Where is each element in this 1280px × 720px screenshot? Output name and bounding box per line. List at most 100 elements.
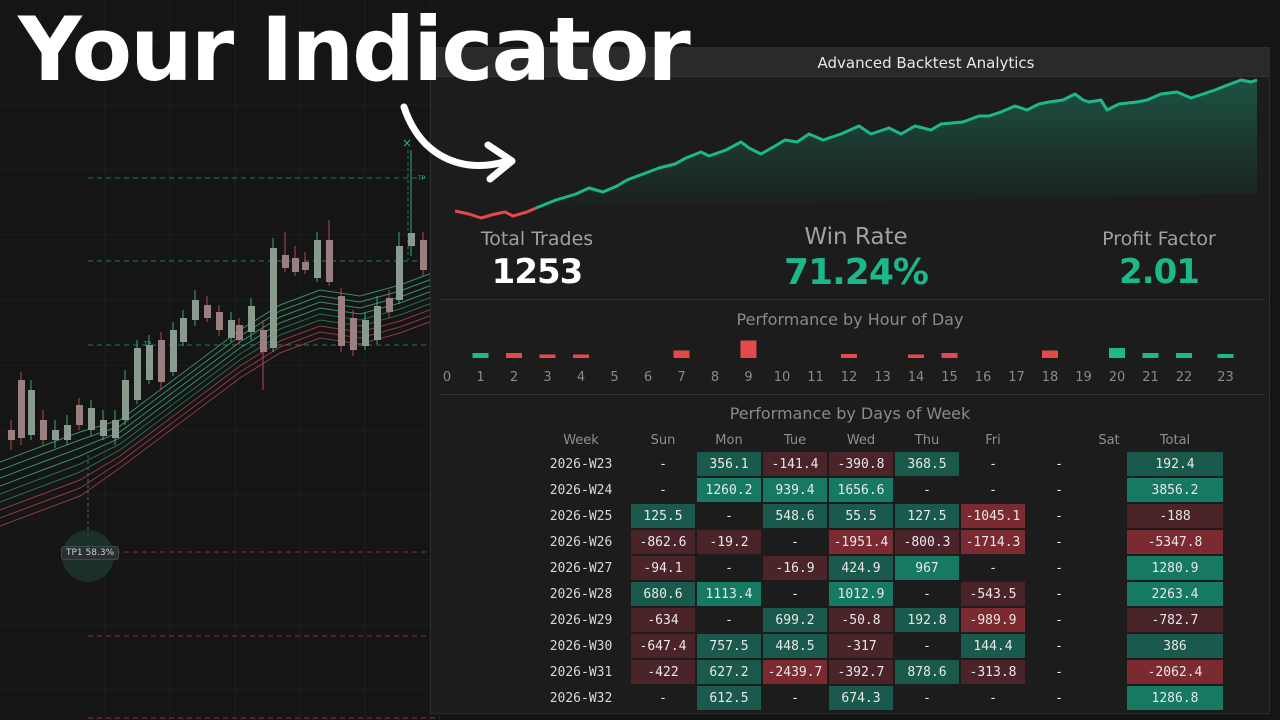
table-cell: - — [1055, 456, 1063, 472]
week-label: 2026-W28 — [549, 586, 613, 602]
week-performance-table: Week Sun Mon Tue Wed Thu Fri Sat Total 2026-W23 -… — [531, 428, 1225, 712]
equity-line-negative — [454, 206, 537, 220]
hour-tick-label: 1 — [476, 370, 485, 385]
week-label: 2026-W25 — [549, 508, 613, 524]
week-label: 2026-W24 — [549, 482, 613, 498]
hour-bar — [1176, 353, 1192, 358]
table-cell: 674.3 — [829, 686, 893, 710]
table-cell: - — [1055, 508, 1063, 524]
table-cell: 125.5 — [631, 504, 695, 528]
candle-body — [52, 430, 59, 440]
week-label: 2026-W26 — [549, 534, 613, 550]
hour-tick-label: 22 — [1175, 370, 1193, 385]
stat-profit-factor: Profit Factor 2.01 — [1079, 228, 1239, 292]
table-cell: 356.1 — [697, 452, 761, 476]
backtest-panel: Advanced Backtest Analytics Total Trades… — [430, 47, 1270, 714]
table-cell: -862.6 — [631, 530, 695, 554]
candle-body — [134, 348, 141, 400]
candle-body — [40, 420, 47, 440]
stat-value: 2.01 — [1119, 252, 1200, 292]
table-row: 2026-W23 - 356.1 -141.4 -390.8 368.5 - - 192.4 — [533, 452, 1223, 476]
table-cell: - — [989, 560, 997, 576]
candle-body — [236, 325, 243, 340]
hour-tick-label: 10 — [773, 370, 791, 385]
hour-tick-label: 21 — [1142, 370, 1159, 385]
hour-bar-chart — [472, 340, 1234, 358]
candle-body — [228, 320, 235, 338]
table-cell: -141.4 — [763, 452, 827, 476]
table-total-cell: 1286.8 — [1127, 686, 1223, 710]
hour-tick-label: 3 — [543, 370, 552, 385]
hour-section-title: Performance by Hour of Day — [736, 310, 964, 329]
candle-body — [216, 312, 223, 330]
candle-body — [8, 430, 15, 440]
hour-tick-label: 17 — [1008, 370, 1025, 385]
week-label: 2026-W30 — [549, 638, 613, 654]
table-cell: - — [1055, 534, 1063, 550]
tp-label: TP — [417, 175, 426, 182]
table-cell: -800.3 — [895, 530, 959, 554]
table-total-cell: -2062.4 — [1127, 660, 1223, 684]
table-cell: 939.4 — [763, 478, 827, 502]
candle-body — [76, 405, 83, 425]
table-gap — [1093, 660, 1125, 684]
table-cell: - — [989, 456, 997, 472]
table-cell: - — [1055, 560, 1063, 576]
table-cell: - — [923, 482, 931, 498]
table-cell: - — [725, 508, 733, 524]
table-cell: -94.1 — [631, 556, 695, 580]
table-total-cell: -188 — [1127, 504, 1223, 528]
table-cell: 680.6 — [631, 582, 695, 606]
table-row: 2026-W31 -422 627.2 -2439.7 -392.7 878.6 -313.… — [533, 660, 1223, 684]
table-header: Wed — [846, 432, 876, 448]
table-gap — [1093, 478, 1125, 502]
table-cell: - — [791, 690, 799, 706]
hour-tick-label: 2 — [509, 370, 519, 385]
hour-tick-label: 11 — [807, 370, 824, 385]
table-cell: -392.7 — [829, 660, 893, 684]
hour-tick-label: 14 — [907, 370, 925, 385]
table-header: Sun — [650, 432, 676, 448]
hour-bar — [1142, 353, 1159, 358]
table-cell: 144.4 — [961, 634, 1025, 658]
table-cell: -317 — [829, 634, 893, 658]
hour-tick-label: 18 — [1041, 370, 1059, 385]
table-cell: - — [923, 638, 931, 654]
table-cell: 627.2 — [697, 660, 761, 684]
hour-bar — [573, 354, 589, 358]
table-row: 2026-W26 -862.6 -19.2 - -1951.4 -800.3 -1714.3… — [533, 530, 1223, 554]
table-cell: - — [791, 586, 799, 602]
ma-ribbon — [0, 287, 441, 487]
candle-body — [248, 306, 255, 332]
table-cell: 448.5 — [763, 634, 827, 658]
hour-bar — [506, 353, 522, 358]
table-cell: -313.8 — [961, 660, 1025, 684]
hour-tick-label: 6 — [643, 370, 653, 385]
table-gap — [1093, 452, 1125, 476]
table-cell: -543.5 — [961, 582, 1025, 606]
table-cell: -647.4 — [631, 634, 695, 658]
table-total-cell: 192.4 — [1127, 452, 1223, 476]
table-header: Sat — [1098, 432, 1120, 448]
candle-body — [122, 380, 129, 420]
candle-body — [158, 340, 165, 382]
table-row: 2026-W29 -634 - 699.2 -50.8 192.8 -989.9 - -782.… — [533, 608, 1223, 632]
candle-body — [64, 425, 71, 440]
table-cell: 757.5 — [697, 634, 761, 658]
candle-body — [146, 345, 153, 380]
hour-bar — [1042, 350, 1058, 358]
divider — [439, 299, 1265, 300]
candle-body — [386, 298, 393, 312]
hour-bar — [1109, 348, 1125, 358]
table-row: 2026-W27 -94.1 - -16.9 424.9 967 - - 1280.9 — [533, 556, 1223, 580]
hour-tick-label: 5 — [610, 370, 619, 385]
stat-label: Profit Factor — [1102, 228, 1216, 250]
hour-tick-label: 8 — [710, 370, 720, 385]
hour-tick-label: 4 — [576, 370, 586, 385]
hour-tick-label: 7 — [677, 370, 686, 385]
candle-body — [350, 318, 357, 350]
hour-bar — [539, 354, 556, 358]
table-cell: 1656.6 — [829, 478, 893, 502]
table-cell: - — [1055, 638, 1063, 654]
hour-bar — [472, 353, 489, 358]
